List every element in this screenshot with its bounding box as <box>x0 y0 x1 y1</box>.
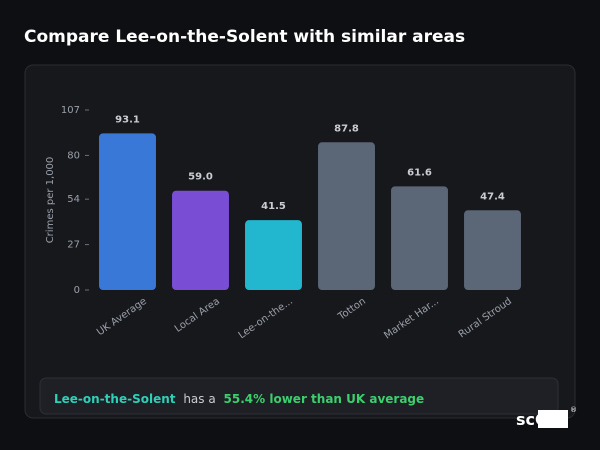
value-label: 61.6 <box>407 167 432 178</box>
insight-connector: has a <box>183 392 215 406</box>
insight-highlight: 55.4% lower than UK average <box>224 392 425 406</box>
insight-box <box>39 377 559 415</box>
insight-area: Lee-on-the-Solent <box>54 392 176 406</box>
brand-badge <box>538 410 568 428</box>
y-axis-label: Crimes per 1,000 <box>45 157 56 244</box>
y-tick-label: 0 <box>74 285 80 296</box>
y-tick-label: 80 <box>67 150 80 161</box>
bar <box>99 133 156 290</box>
bar <box>245 220 302 290</box>
bar <box>172 190 229 290</box>
value-label: 87.8 <box>334 123 359 134</box>
y-tick-label: 27 <box>67 240 80 251</box>
page-title: Compare Lee-on-the-Solent with similar a… <box>24 27 465 47</box>
brand-mark: ® <box>570 406 577 414</box>
y-tick-label: 54 <box>67 194 80 205</box>
value-label: 93.1 <box>115 114 140 125</box>
value-label: 41.5 <box>261 201 286 212</box>
value-label: 59.0 <box>188 172 213 183</box>
bar <box>464 210 521 290</box>
insight-text: Lee-on-the-Solent has a 55.4% lower than… <box>54 392 424 406</box>
y-tick-label: 107 <box>61 105 80 116</box>
bar <box>391 186 448 290</box>
brand-name: scOS <box>516 410 560 429</box>
bar <box>318 142 375 290</box>
value-label: 47.4 <box>480 191 505 202</box>
brand-logo: scOS <box>516 410 560 429</box>
